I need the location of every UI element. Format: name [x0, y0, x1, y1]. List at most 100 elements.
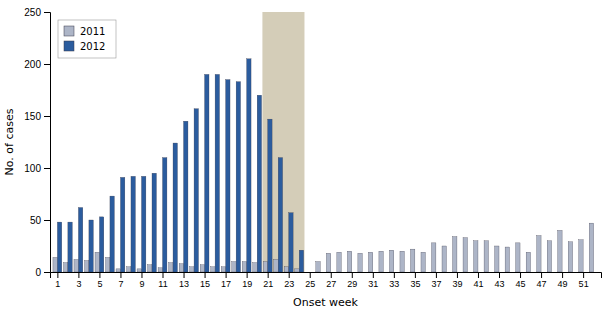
bar — [211, 267, 215, 272]
x-tick-mark — [436, 272, 437, 278]
x-tick-mark — [99, 272, 100, 278]
x-tick-mark — [478, 272, 479, 278]
x-tick: 1 — [55, 272, 60, 289]
bar — [99, 217, 103, 272]
bar — [268, 119, 272, 272]
x-tick-label: 27 — [326, 279, 336, 289]
y-tick: 200 — [24, 59, 50, 70]
marks — [53, 12, 594, 272]
x-tick: 11 — [158, 272, 167, 289]
bar — [226, 80, 230, 272]
bar — [362, 272, 366, 273]
x-tick: 15 — [200, 272, 210, 289]
x-tick-mark — [78, 272, 79, 278]
y-tick-label: 200 — [24, 59, 41, 70]
bar — [253, 263, 257, 272]
bar — [158, 268, 162, 272]
bar — [421, 252, 425, 272]
bar — [541, 272, 545, 273]
bar — [488, 272, 492, 273]
bar — [127, 267, 131, 272]
x-tick-mark — [205, 272, 206, 278]
bar — [520, 272, 524, 273]
bar — [589, 223, 593, 272]
bar — [562, 272, 566, 273]
bar — [247, 59, 251, 272]
bar — [547, 241, 551, 272]
x-axis: 1357911131517192123252729313335373941434… — [51, 272, 602, 289]
y-tick-label: 100 — [24, 163, 41, 174]
y-tick: 50 — [30, 215, 50, 226]
bar — [379, 251, 383, 272]
x-tick-mark — [499, 272, 500, 278]
y-tick-label: 150 — [24, 111, 41, 122]
x-tick-label: 37 — [431, 279, 441, 289]
x-tick-mark — [268, 272, 269, 278]
x-axis-title: Onset week — [293, 296, 358, 309]
x-tick-mark — [163, 272, 164, 278]
x-tick-label: 33 — [389, 279, 399, 289]
x-tick-label: 45 — [516, 279, 526, 289]
y-tick-mark — [44, 64, 50, 65]
bar — [495, 246, 499, 272]
bar — [331, 272, 335, 273]
x-tick: 41 — [473, 272, 483, 289]
bar — [531, 272, 535, 273]
bar — [400, 251, 404, 272]
x-tick-label: 43 — [494, 279, 504, 289]
bar — [389, 250, 393, 272]
x-tick-label: 47 — [537, 279, 547, 289]
bar-series — [57, 59, 303, 272]
x-tick: 17 — [221, 272, 231, 289]
bar — [63, 263, 67, 272]
x-tick: 21 — [263, 272, 273, 289]
bar — [173, 143, 177, 272]
legend-frame — [58, 20, 116, 58]
y-tick-label: 50 — [30, 215, 42, 226]
bar — [68, 222, 72, 272]
y-tick: 0 — [35, 267, 50, 278]
bar — [526, 252, 530, 272]
bar — [352, 272, 356, 273]
x-tick: 19 — [242, 272, 252, 289]
bar — [358, 253, 362, 272]
x-tick: 43 — [494, 272, 504, 289]
bar — [263, 262, 267, 272]
x-tick-label: 15 — [200, 279, 210, 289]
y-tick-mark — [44, 12, 50, 13]
y-tick-mark — [44, 220, 50, 221]
x-tick-mark — [310, 272, 311, 278]
x-tick-label: 7 — [118, 279, 123, 289]
x-tick: 5 — [97, 272, 102, 289]
x-tick: 33 — [389, 272, 399, 289]
bar — [74, 260, 78, 272]
bar — [573, 272, 577, 273]
bar — [299, 250, 303, 272]
bar — [141, 176, 145, 272]
x-tick: 37 — [431, 272, 441, 289]
x-tick-mark — [373, 272, 374, 278]
x-tick-label: 13 — [179, 279, 189, 289]
bar — [278, 158, 282, 272]
bar — [453, 237, 457, 272]
y-tick-label: 250 — [24, 7, 41, 18]
bar — [558, 230, 562, 272]
x-tick-mark — [331, 272, 332, 278]
y-axis-line — [44, 13, 51, 273]
bar — [484, 241, 488, 272]
bar — [478, 272, 482, 273]
y-tick-mark — [44, 272, 50, 273]
bar — [316, 262, 320, 272]
x-tick-label: 21 — [263, 279, 273, 289]
bar — [163, 158, 167, 272]
x-tick-mark — [226, 272, 227, 278]
bar — [499, 272, 503, 273]
x-tick-label: 29 — [347, 279, 357, 289]
bar — [95, 252, 99, 272]
bar — [368, 252, 372, 272]
bar — [404, 272, 408, 273]
x-tick-label: 35 — [410, 279, 420, 289]
bar — [341, 272, 345, 273]
bar — [583, 272, 587, 273]
bar — [310, 272, 314, 273]
